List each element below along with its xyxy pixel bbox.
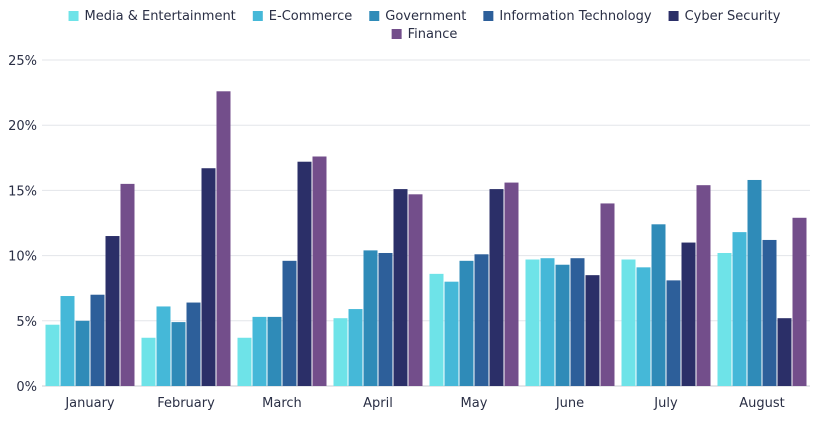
bar	[120, 183, 135, 386]
bar	[666, 280, 681, 386]
x-tick-label: April	[363, 396, 393, 411]
bar	[459, 260, 474, 386]
bar	[540, 258, 555, 386]
bar	[282, 260, 297, 386]
y-tick-label: 5%	[16, 315, 37, 330]
bar	[348, 309, 363, 386]
bar	[156, 306, 171, 386]
y-tick-label: 25%	[8, 54, 37, 69]
legend-label: Government	[385, 9, 466, 24]
x-tick-label: August	[739, 396, 785, 411]
bar	[216, 91, 231, 387]
y-tick-label: 0%	[16, 380, 37, 395]
bar	[408, 194, 423, 386]
bar	[45, 324, 60, 386]
y-tick-label: 20%	[8, 119, 37, 134]
bar	[429, 273, 444, 386]
bar	[333, 318, 348, 386]
x-tick-label: June	[555, 396, 584, 411]
x-tick-label: May	[461, 396, 488, 411]
bar	[651, 224, 666, 386]
bar	[777, 318, 792, 386]
bar	[474, 254, 489, 386]
bar	[525, 259, 540, 386]
bar	[747, 179, 762, 386]
bar	[504, 182, 519, 386]
bar	[762, 239, 777, 386]
bar	[570, 258, 585, 386]
legend-label: Media & Entertainment	[85, 9, 236, 24]
bar	[252, 316, 267, 386]
bar	[732, 232, 747, 386]
bar	[621, 259, 636, 386]
bar	[792, 217, 807, 386]
x-tick-label: February	[157, 396, 215, 411]
legend-marker	[252, 11, 263, 21]
bar	[75, 320, 90, 386]
legend-label: Finance	[408, 27, 458, 42]
y-tick-label: 15%	[8, 184, 37, 199]
bar	[267, 316, 282, 386]
bar	[60, 296, 75, 386]
bar	[444, 281, 459, 386]
legend-marker	[483, 11, 494, 21]
bar	[636, 267, 651, 386]
bar	[297, 161, 312, 386]
bar	[681, 242, 696, 386]
bar	[90, 294, 105, 386]
bar	[489, 189, 504, 386]
legend-marker	[68, 11, 79, 21]
x-tick-label: January	[64, 396, 115, 411]
legend-marker	[668, 11, 679, 21]
legend-marker	[369, 11, 380, 21]
y-tick-label: 10%	[8, 250, 37, 265]
bar	[201, 168, 216, 386]
bar	[363, 250, 378, 386]
x-tick-label: July	[653, 396, 678, 411]
legend-label: E-Commerce	[269, 9, 352, 24]
bar	[378, 252, 393, 386]
bar	[105, 236, 120, 386]
bar	[312, 156, 327, 386]
bar	[696, 185, 711, 386]
legend-label: Information Technology	[499, 9, 652, 24]
bar	[186, 302, 201, 386]
bar	[237, 337, 252, 386]
bar	[393, 189, 408, 386]
bar	[600, 203, 615, 386]
bar	[585, 275, 600, 386]
legend-marker	[391, 29, 402, 39]
legend-label: Cyber Security	[685, 9, 781, 24]
bar	[717, 252, 732, 386]
bar	[555, 264, 570, 386]
x-tick-label: March	[262, 396, 302, 411]
bar	[171, 322, 186, 386]
bar	[141, 337, 156, 386]
